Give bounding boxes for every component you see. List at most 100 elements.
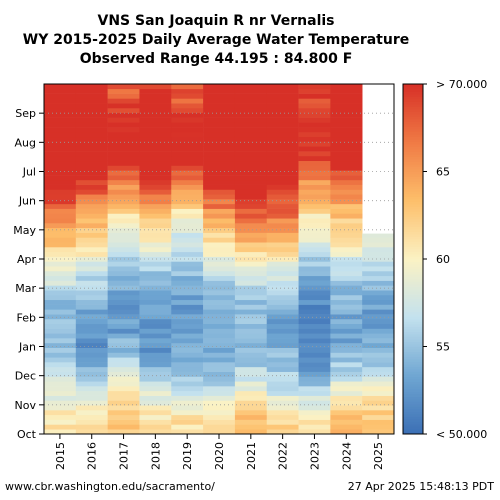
heatmap-cell	[298, 88, 331, 94]
heatmap-cell	[330, 151, 363, 157]
heatmap-cell	[44, 232, 77, 238]
heatmap-cell	[203, 218, 236, 224]
heatmap-cell	[44, 170, 77, 176]
heatmap-cell	[107, 194, 140, 200]
heatmap-cell	[330, 338, 363, 344]
heatmap-cell	[107, 247, 140, 253]
heatmap-cell	[234, 390, 268, 396]
heatmap-cell	[266, 203, 299, 209]
x-tick-label: 2020	[213, 442, 226, 470]
heatmap-cell	[234, 419, 268, 425]
heatmap-cell	[203, 179, 236, 185]
heatmap-cell	[44, 127, 77, 133]
heatmap-cell	[171, 223, 204, 229]
heatmap-cell	[266, 299, 299, 305]
heatmap-cell	[44, 165, 77, 171]
heatmap-cell	[75, 352, 108, 358]
heatmap-cell	[171, 285, 204, 291]
heatmap-cell	[203, 103, 236, 109]
colorbar-segment	[403, 104, 423, 107]
heatmap-cell	[139, 136, 172, 142]
colorbar-segment	[403, 396, 423, 400]
heatmap-cell	[266, 160, 299, 166]
heatmap-cell	[362, 371, 395, 377]
colorbar-segment	[403, 286, 423, 290]
colorbar-segment	[403, 371, 423, 375]
heatmap-cell	[362, 247, 395, 253]
heatmap-cell	[139, 318, 172, 325]
heatmap-cell	[171, 203, 204, 209]
heatmap-cell	[330, 112, 363, 118]
heatmap-cell	[75, 136, 108, 142]
heatmap-cell	[171, 376, 204, 382]
heatmap-cell	[266, 323, 299, 329]
heatmap-cell	[171, 357, 204, 363]
heatmap-cell	[44, 218, 77, 224]
heatmap-cell	[298, 371, 331, 377]
heatmap-cell	[139, 405, 172, 411]
colorbar-segment	[403, 86, 423, 90]
heatmap-cell	[44, 266, 77, 272]
heatmap-cell	[362, 323, 395, 329]
heatmap-cell	[203, 290, 236, 296]
heatmap-cell	[298, 414, 331, 420]
heatmap-cell	[330, 419, 363, 425]
heatmap-cell	[362, 376, 395, 382]
heatmap-cell	[107, 381, 140, 387]
heatmap-cell	[330, 213, 363, 219]
colorbar-segment	[403, 311, 423, 315]
heatmap-cell	[107, 323, 140, 329]
heatmap-cell	[171, 165, 204, 171]
heatmap-cell	[139, 103, 172, 109]
heatmap-cell	[362, 400, 395, 406]
heatmap-cell	[298, 352, 331, 358]
y-tick-label: May	[13, 224, 36, 237]
heatmap-cell	[44, 280, 77, 286]
heatmap-cell	[203, 390, 236, 396]
heatmap-cell	[171, 270, 204, 277]
heatmap-cell	[75, 386, 108, 392]
heatmap-cell	[362, 314, 395, 320]
heatmap-cell	[203, 251, 236, 257]
heatmap-cell	[75, 146, 108, 152]
heatmap-cell	[139, 357, 172, 363]
heatmap-cell	[266, 290, 299, 296]
heatmap-cell	[44, 203, 77, 209]
heatmap-cell	[75, 395, 108, 401]
colorbar-segment	[403, 336, 423, 340]
heatmap-cell	[139, 362, 172, 368]
heatmap-cell	[234, 414, 268, 420]
colorbar-segment	[403, 209, 423, 212]
heatmap-cell	[139, 213, 172, 219]
heatmap-cell	[139, 237, 172, 243]
x-tick-label: 2016	[86, 442, 99, 470]
heatmap-cell	[330, 127, 363, 133]
heatmap-cell	[75, 414, 108, 420]
heatmap-cell	[75, 342, 108, 348]
heatmap-cell	[44, 376, 77, 382]
heatmap-cell	[266, 309, 299, 315]
colorbar-segment	[403, 309, 423, 312]
heatmap-cell	[234, 247, 268, 253]
heatmap-cell	[330, 357, 363, 363]
colorbar-segment	[403, 154, 423, 157]
colorbar-segment	[403, 164, 423, 167]
colorbar-tick-label: > 70.000	[436, 78, 487, 91]
heatmap-cell	[139, 203, 172, 209]
heatmap-cell	[298, 141, 331, 147]
heatmap-cell	[298, 189, 331, 195]
heatmap-cell	[107, 112, 140, 118]
heatmap-cell	[234, 400, 268, 406]
heatmap-cell	[266, 247, 299, 253]
heatmap-cell	[75, 285, 108, 291]
heatmap-cell	[107, 270, 140, 277]
heatmap-cell	[298, 151, 331, 157]
heatmap-cell	[75, 84, 108, 90]
heatmap-cell	[362, 429, 395, 435]
heatmap-cell	[139, 170, 172, 176]
heatmap-cell	[234, 266, 268, 272]
heatmap-cell	[171, 112, 204, 118]
title-line-1: VNS San Joaquin R nr Vernalis	[98, 13, 335, 29]
colorbar-segment	[403, 224, 423, 227]
heatmap-cell	[107, 107, 140, 114]
